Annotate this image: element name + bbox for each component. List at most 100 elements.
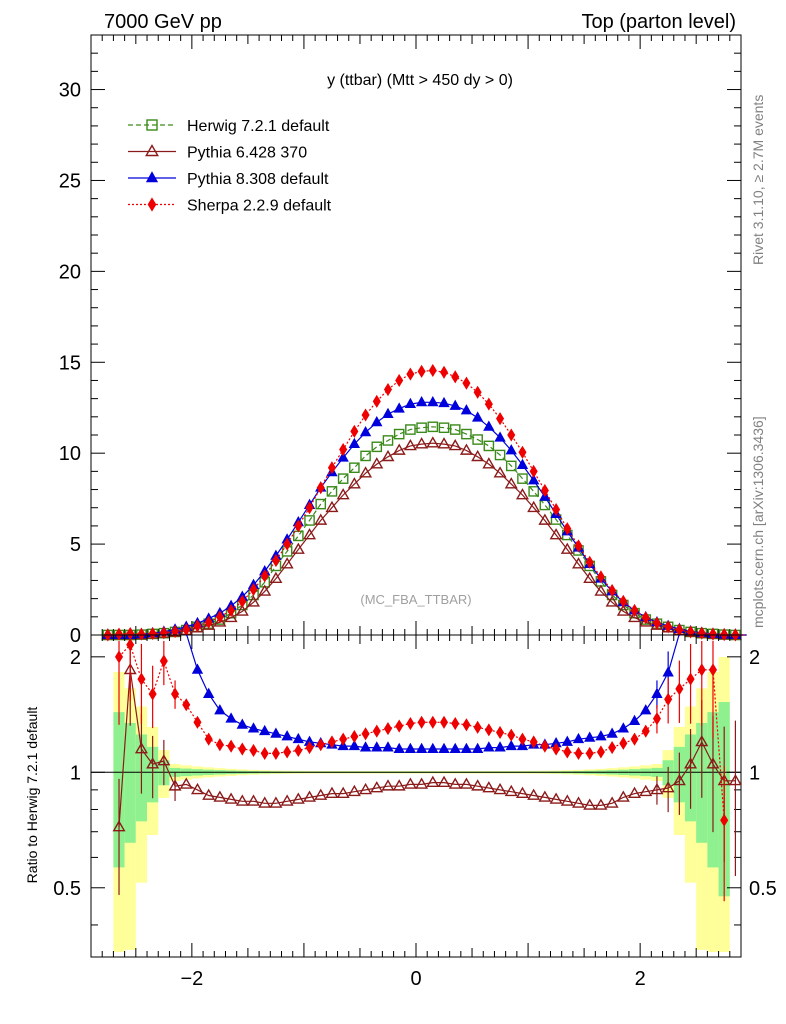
data-point: [528, 486, 539, 497]
ratio-point: [269, 796, 283, 808]
data-point: [471, 449, 485, 462]
data-point: [427, 395, 439, 407]
ratio-point: [675, 682, 684, 696]
ratio-point: [527, 788, 541, 800]
ratio-point: [540, 739, 549, 753]
ratio-point: [114, 650, 124, 664]
ratio-point: [484, 723, 493, 737]
ratio-point: [708, 663, 718, 677]
data-point: [494, 449, 506, 461]
data-point: [227, 603, 236, 618]
xtick-label: −2: [180, 968, 203, 990]
data-point: [327, 461, 336, 475]
ratio-point: [552, 742, 561, 756]
data-point: [370, 457, 384, 469]
ratio-point: [235, 794, 249, 806]
ratio-point: [316, 738, 325, 752]
ratio-point: [583, 798, 597, 810]
ratio-point: [112, 820, 126, 832]
ratio-point: [664, 692, 673, 706]
ratio-ytick-label: 2: [70, 647, 81, 669]
ratio-point: [224, 792, 238, 804]
data-point: [403, 438, 417, 451]
data-point: [505, 460, 517, 472]
ratio-point: [706, 757, 720, 769]
ratio-point: [148, 687, 157, 701]
ratio-point: [608, 741, 617, 755]
ratio-point: [179, 777, 193, 789]
ratio-point: [171, 687, 180, 701]
ratio-point: [504, 784, 518, 797]
data-point: [527, 500, 541, 513]
ratio-point: [427, 742, 439, 753]
ratio-point: [515, 786, 529, 798]
data-point: [483, 440, 495, 452]
data-point: [406, 367, 415, 381]
ratio-ytick-label-right: 2: [749, 647, 760, 669]
ratio-point: [280, 794, 294, 806]
main-ytick-label: 10: [59, 443, 81, 465]
ratio-point: [193, 715, 202, 729]
data-point: [383, 382, 393, 397]
ratio-point: [403, 777, 417, 789]
ratio-point: [134, 742, 148, 754]
data-point: [260, 569, 269, 583]
ratio-point: [204, 732, 213, 746]
data-point: [461, 428, 472, 440]
ratio-point: [336, 786, 350, 798]
legend-marker: [146, 119, 158, 131]
data-point: [585, 555, 594, 569]
legend-label: Pythia 6.428 370: [187, 145, 307, 162]
ratio-point: [325, 786, 339, 798]
ratio-point: [426, 775, 440, 787]
ratio-point: [483, 741, 495, 752]
data-point: [360, 450, 371, 462]
data-point: [552, 502, 561, 517]
data-point: [516, 458, 529, 469]
ratio-point: [382, 741, 394, 752]
ratio-line: [118, 669, 736, 828]
ratio-point: [561, 735, 573, 746]
ratio-point: [157, 754, 171, 766]
ratio-point: [439, 715, 449, 729]
ratio-point: [303, 790, 317, 802]
data-point: [392, 443, 406, 455]
ratio-point: [628, 786, 642, 798]
ratio-point: [697, 663, 706, 677]
data-point: [518, 445, 527, 459]
ratio-point: [236, 718, 248, 729]
data-point: [271, 553, 280, 568]
data-point: [294, 519, 303, 533]
data-point: [305, 501, 314, 515]
legend: Herwig 7.2.1 default Pythia 6.428 370 Pyth…: [128, 118, 332, 215]
data-point: [549, 528, 563, 540]
data-point: [213, 615, 227, 627]
ratio-point: [225, 712, 237, 723]
ratio-point: [190, 782, 204, 795]
data-point: [347, 477, 361, 489]
ratio-point: [617, 722, 630, 733]
data-point: [427, 421, 439, 433]
data-point: [249, 582, 258, 597]
ratio-point: [347, 784, 361, 797]
ratio-point: [585, 746, 594, 760]
ratio-series-0: [112, 640, 741, 895]
data-point: [224, 610, 238, 623]
data-point: [708, 627, 718, 641]
ratio-point: [471, 742, 484, 753]
data-point: [359, 466, 373, 478]
data-point: [359, 425, 372, 437]
data-point: [496, 412, 505, 426]
ratio-point: [126, 638, 135, 652]
ratio-point: [292, 732, 305, 744]
data-point: [258, 584, 272, 596]
ratio-point: [596, 745, 605, 759]
data-point: [193, 619, 202, 633]
data-point: [483, 420, 495, 431]
ratio-point: [437, 775, 451, 787]
ratio-point: [381, 779, 395, 791]
data-point: [493, 466, 507, 478]
data-point: [426, 436, 440, 448]
data-point: [504, 477, 518, 489]
ratio-point: [662, 666, 674, 677]
